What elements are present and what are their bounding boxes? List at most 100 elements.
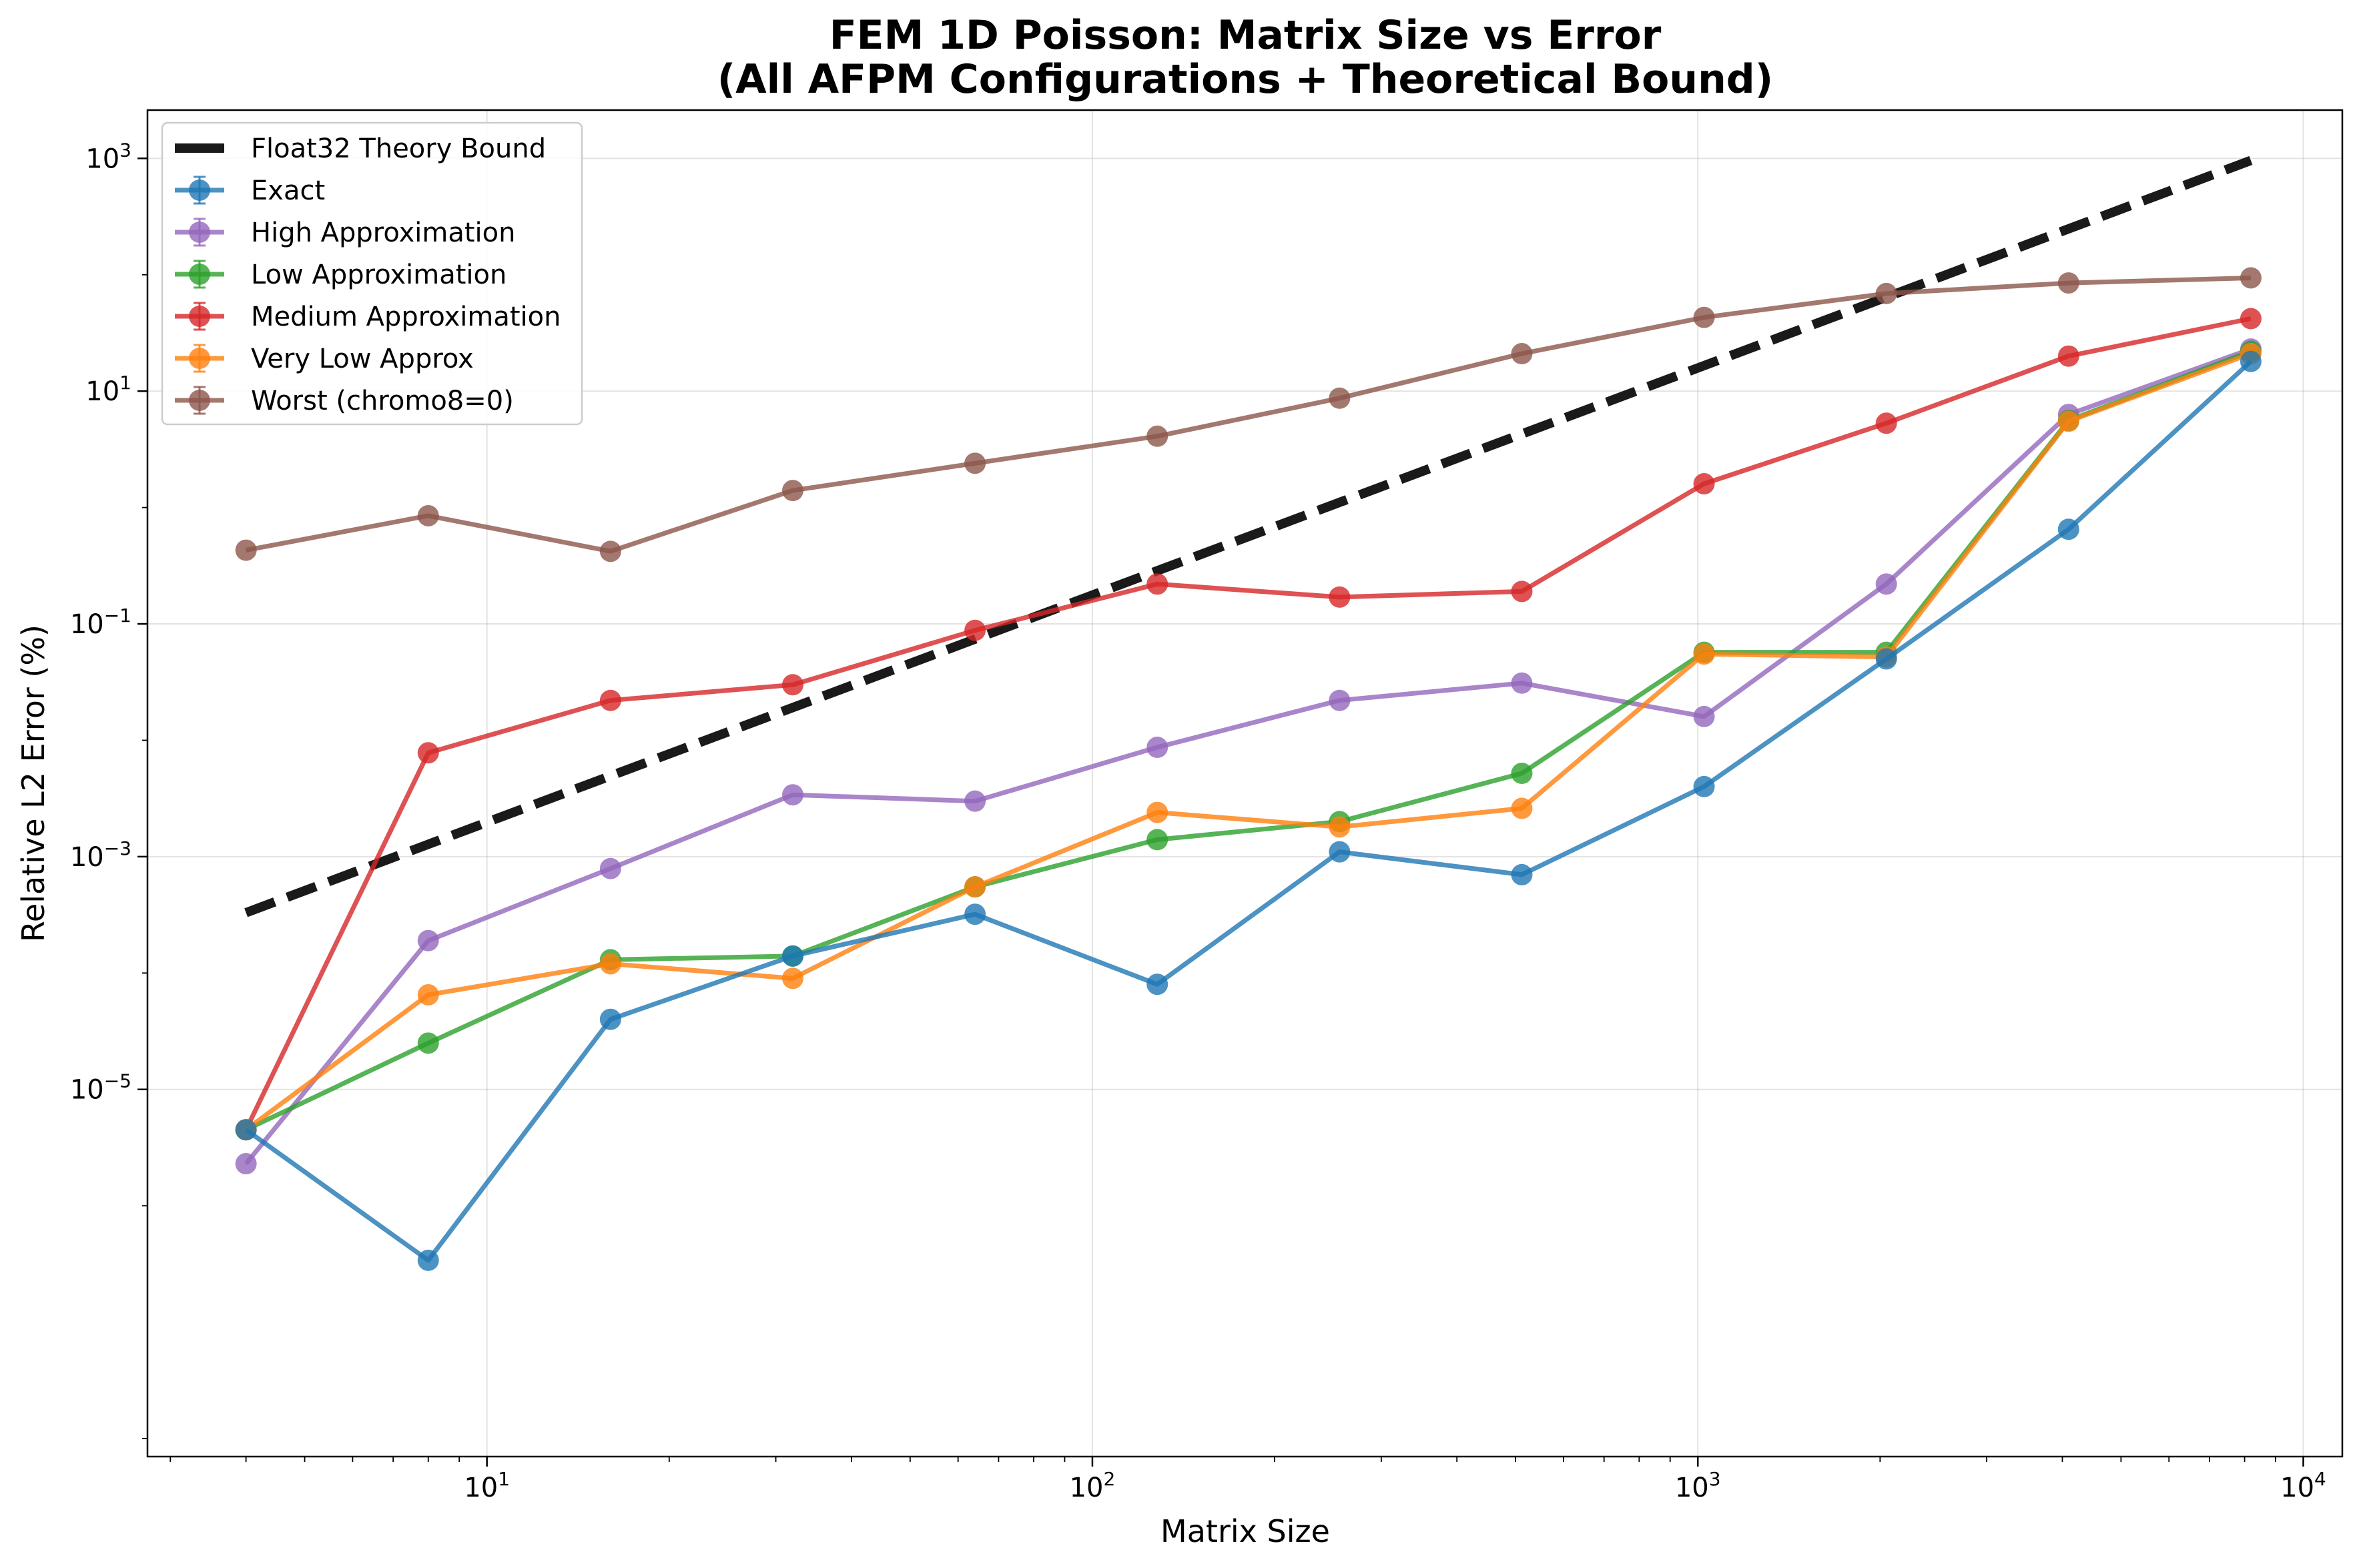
legend-box — [161, 121, 583, 426]
plot-frame — [146, 109, 2344, 1458]
data-point-exact — [417, 1249, 439, 1271]
data-point-medium-approximation — [1511, 580, 1533, 603]
data-point-exact — [781, 945, 803, 967]
legend-marker-low-approximation — [189, 264, 210, 285]
data-point-medium-approximation — [964, 619, 986, 641]
series-line-worst-chromo8-0 — [245, 276, 2251, 554]
data-point-worst-chromo8-0 — [781, 480, 803, 502]
data-point-low-approximation — [417, 1032, 439, 1054]
data-point-exact — [1146, 973, 1168, 996]
data-point-high-approximation — [599, 857, 621, 879]
data-point-very-low-approx — [1693, 643, 1715, 665]
data-point-worst-chromo8-0 — [1875, 282, 1897, 304]
y-tick-label: 101 — [85, 372, 131, 407]
legend-label-worst-chromo8-0: Worst (chromo8=0) — [251, 386, 514, 416]
data-point-very-low-approx — [1511, 797, 1533, 819]
series-layer — [235, 155, 2262, 1271]
legend-item-float32-theory-bound: Float32 Theory Bound — [175, 133, 546, 164]
data-point-medium-approximation — [2240, 308, 2262, 330]
legend-label-low-approximation: Low Approximation — [251, 260, 506, 290]
data-point-high-approximation — [781, 784, 803, 806]
data-point-high-approximation — [964, 790, 986, 812]
data-point-very-low-approx — [1146, 801, 1168, 823]
legend-item-exact: Exact — [175, 175, 325, 206]
data-point-exact — [235, 1119, 257, 1141]
x-tick-label: 103 — [1675, 1468, 1721, 1503]
legend-marker-medium-approximation — [189, 306, 210, 327]
data-point-medium-approximation — [1329, 586, 1351, 608]
data-point-worst-chromo8-0 — [1511, 343, 1533, 365]
data-point-worst-chromo8-0 — [1329, 387, 1351, 409]
data-point-exact — [964, 903, 986, 925]
series-line-very-low-approx — [244, 351, 2252, 1132]
y-tick-label: 10−3 — [70, 837, 131, 873]
data-point-medium-approximation — [417, 742, 439, 764]
data-point-medium-approximation — [1146, 573, 1168, 595]
data-point-medium-approximation — [2057, 345, 2079, 367]
data-point-exact — [2057, 518, 2079, 540]
legend-label-float32-theory-bound: Float32 Theory Bound — [251, 133, 546, 164]
data-point-high-approximation — [417, 929, 439, 951]
data-point-high-approximation — [235, 1153, 257, 1175]
legend-marker-high-approximation — [189, 222, 210, 243]
data-point-medium-approximation — [781, 674, 803, 696]
data-point-worst-chromo8-0 — [2240, 267, 2262, 289]
series-exact — [235, 350, 2262, 1271]
legend-label-medium-approximation: Medium Approximation — [251, 302, 561, 332]
series-line-exact — [244, 360, 2253, 1263]
data-point-medium-approximation — [1693, 473, 1715, 495]
data-point-worst-chromo8-0 — [1146, 425, 1168, 447]
y-tick-label: 10−5 — [70, 1070, 131, 1106]
data-point-worst-chromo8-0 — [599, 540, 621, 562]
chart-title-line-1: FEM 1D Poisson: Matrix Size vs Error — [829, 12, 1662, 59]
data-point-worst-chromo8-0 — [2057, 272, 2079, 294]
data-point-exact — [1693, 775, 1715, 797]
data-point-exact — [1511, 863, 1533, 885]
x-axis-label: Matrix Size — [1160, 1513, 1330, 1549]
series-worst-chromo8-0 — [235, 267, 2262, 562]
legend-label-exact: Exact — [251, 175, 325, 206]
legend-marker-exact — [189, 179, 210, 201]
series-line-low-approximation — [245, 349, 2252, 1132]
chart-title-line-2: (All AFPM Configurations + Theoretical B… — [717, 56, 1773, 103]
data-point-high-approximation — [1329, 689, 1351, 711]
series-line-high-approximation — [244, 346, 2252, 1166]
legend-item-worst-chromo8-0: Worst (chromo8=0) — [175, 386, 514, 416]
data-point-very-low-approx — [599, 953, 621, 975]
legend-item-very-low-approx: Very Low Approx — [175, 344, 474, 374]
legend-label-very-low-approx: Very Low Approx — [251, 344, 474, 374]
data-point-worst-chromo8-0 — [964, 452, 986, 474]
y-tick-label: 103 — [85, 139, 131, 174]
data-point-medium-approximation — [1875, 412, 1897, 434]
data-point-worst-chromo8-0 — [1693, 306, 1715, 328]
legend: Float32 Theory Bound Exact High Approximat… — [161, 121, 583, 426]
data-point-very-low-approx — [964, 876, 986, 898]
data-point-exact — [1875, 648, 1897, 670]
data-point-high-approximation — [1875, 573, 1897, 595]
theory-bound-line — [244, 155, 2253, 917]
legend-item-medium-approximation: Medium Approximation — [175, 302, 561, 332]
data-point-very-low-approx — [2057, 410, 2079, 432]
legend-marker-very-low-approx — [189, 348, 210, 369]
data-point-very-low-approx — [1329, 816, 1351, 838]
x-tick-label: 102 — [1070, 1468, 1116, 1503]
legend-item-low-approximation: Low Approximation — [175, 260, 506, 290]
x-tick-label: 104 — [2280, 1468, 2326, 1503]
data-point-exact — [2240, 350, 2262, 372]
data-point-medium-approximation — [599, 689, 621, 711]
data-point-high-approximation — [1146, 737, 1168, 759]
y-tick-label: 10−1 — [70, 605, 131, 640]
legend-label-high-approximation: High Approximation — [251, 218, 515, 248]
data-point-low-approximation — [1511, 763, 1533, 785]
data-point-very-low-approx — [417, 984, 439, 1006]
legend-item-high-approximation: High Approximation — [175, 218, 515, 248]
data-point-worst-chromo8-0 — [417, 504, 439, 526]
data-point-worst-chromo8-0 — [235, 539, 257, 561]
x-tick-label: 101 — [464, 1468, 510, 1503]
data-point-high-approximation — [1693, 705, 1715, 727]
data-point-exact — [1329, 841, 1351, 863]
series-medium-approximation — [235, 308, 2262, 1141]
y-axis-label: Relative L2 Error (%) — [15, 625, 51, 942]
legend-marker-worst-chromo8-0 — [189, 390, 210, 411]
